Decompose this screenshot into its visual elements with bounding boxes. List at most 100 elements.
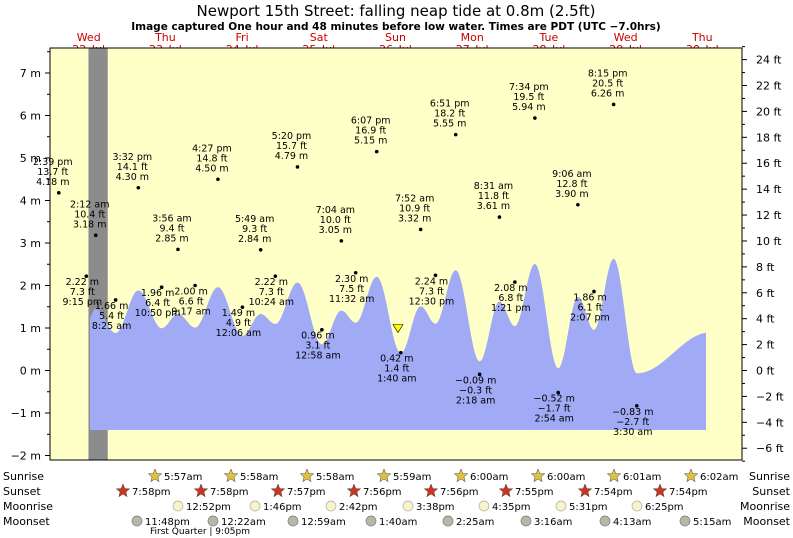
tide-event-point — [84, 274, 89, 278]
tide-label-time: 10:50 pm — [135, 308, 181, 319]
moonrise-time: 2:42pm — [339, 502, 378, 513]
tide-label-ft: 10.4 ft — [74, 209, 105, 220]
tide-event-point — [374, 149, 379, 154]
y-left-tick-label: 0 m — [20, 365, 41, 378]
sunrise-time: 6:00am — [470, 472, 508, 483]
y-right-tick-label: 10 ft — [756, 235, 782, 248]
tide-label-ft: 5.4 ft — [99, 311, 124, 322]
tide-event-label: 0.42 m1.4 ft1:40 am — [377, 354, 416, 385]
row-label-left-sunrise: Sunrise — [3, 470, 44, 483]
astro-rows: Sunrise Sunrise Sunset Sunset Moonrise Moonri… — [3, 468, 791, 537]
tide-label-ft: 12.8 ft — [556, 179, 587, 190]
tide-label-mv: 3.32 m — [398, 213, 431, 224]
y-left-tick-label: 7 m — [20, 67, 41, 80]
tide-event-label: −0.83 m−2.7 ft3:30 am — [612, 407, 653, 438]
day-name: Tue — [539, 31, 559, 44]
sunrise-icon — [223, 468, 239, 483]
row-label-left-moonrise: Moonrise — [3, 500, 53, 513]
tide-label-time: 6:51 pm — [430, 99, 470, 110]
moonrise-time: 1:46pm — [263, 502, 302, 513]
day-name: Mon — [461, 31, 484, 44]
sunrise-icon — [530, 468, 546, 483]
moon-phase: First Quarter | 9:05pm — [150, 527, 250, 537]
tide-event-point — [113, 298, 118, 302]
tide-event-label: −0.52 m−1.7 ft2:54 am — [533, 394, 574, 425]
tide-label-time: 9:17 am — [171, 307, 210, 318]
tide-label-mv: 4.79 m — [275, 151, 308, 162]
moonrise-icon — [402, 500, 414, 512]
tide-event-point — [398, 350, 403, 355]
tide-event-point — [533, 116, 537, 120]
row-label-left-moonset: Moonset — [3, 515, 50, 528]
moonset-icon — [520, 515, 532, 527]
tide-label-mv: 5.55 m — [433, 119, 466, 130]
tide-label-ft: 15.7 ft — [276, 141, 307, 152]
moonset-time: 3:16am — [534, 517, 572, 528]
tide-event-point — [273, 274, 278, 278]
tide-label-time: 4:27 pm — [192, 143, 232, 154]
moonset-time: 12:59am — [301, 517, 346, 528]
tide-label-ft: 6.6 ft — [179, 297, 204, 308]
sunrise-time: 5:59am — [393, 472, 431, 483]
tide-label-ft: 7.3 ft — [419, 286, 444, 297]
row-label-left-sunset: Sunset — [3, 485, 41, 498]
moonset-icon — [442, 515, 454, 527]
tide-label-ft: 3.1 ft — [305, 341, 330, 352]
moonset-time: 4:13am — [613, 517, 651, 528]
y-right-tick-label: −2 ft — [756, 390, 784, 403]
tide-label-mv: 2.22 m — [255, 277, 288, 288]
sunset-time: 7:57pm — [287, 487, 326, 498]
tide-label-mv: 2.84 m — [238, 234, 271, 245]
day-name: Thu — [691, 31, 713, 44]
tide-label-time: 10:24 am — [249, 297, 294, 308]
tide-label-time: 12:06 am — [216, 328, 261, 339]
tide-label-ft: 7.3 ft — [70, 287, 95, 298]
tide-label-mv: 1.96 m — [141, 288, 174, 299]
chart-title: Newport 15th Street: falling neap tide a… — [197, 2, 596, 20]
tide-label-ft: −2.7 ft — [616, 417, 649, 428]
sunset-icon — [577, 483, 593, 498]
tide-label-ft: 9.3 ft — [242, 224, 267, 235]
tide-label-time: 3:32 pm — [113, 152, 153, 163]
tide-label-time: 3:30 am — [613, 427, 652, 438]
tide-label-mv: −0.52 m — [533, 394, 574, 405]
moonrise-icon — [325, 500, 337, 512]
y-right-tick-label: 6 ft — [756, 287, 775, 300]
tide-label-ft: 7.3 ft — [259, 287, 284, 298]
y-right-tick-label: 12 ft — [756, 209, 782, 222]
y-left-tick-label: 3 m — [20, 237, 41, 250]
tide-label-mv: −0.09 m — [455, 375, 496, 386]
tide-event-point — [353, 270, 358, 275]
water-area — [90, 258, 706, 430]
tide-event-point — [556, 390, 560, 395]
current-level-marker — [392, 324, 404, 334]
tide-label-time: 6:07 pm — [351, 116, 391, 127]
tide-event-point — [453, 132, 458, 137]
day-name: Sat — [310, 31, 329, 44]
tide-label-mv: 0.96 m — [301, 331, 334, 342]
tide-event-label: −0.09 m−0.3 ft2:18 am — [455, 375, 496, 406]
tide-label-ft: 6.8 ft — [498, 293, 523, 304]
moonset-icon — [131, 515, 143, 527]
tide-label-ft: 10.9 ft — [399, 203, 430, 214]
tide-label-mv: 5.94 m — [512, 102, 545, 113]
tide-label-ft: 18.2 ft — [434, 109, 465, 120]
sunset-icon — [652, 483, 668, 498]
tide-label-mv: 2.85 m — [155, 233, 188, 244]
tide-event-point — [418, 227, 423, 232]
moonrise-time: 4:35pm — [492, 502, 531, 513]
row-label-right-moonrise: Moonrise — [740, 500, 790, 513]
moonset-time: 5:15am — [693, 517, 731, 528]
tide-label-ft: 7.5 ft — [339, 284, 364, 295]
moonrise-icon — [478, 500, 490, 512]
tide-event-point — [611, 102, 616, 107]
tide-label-ft: 1.4 ft — [384, 364, 409, 375]
tide-label-mv: 2.30 m — [335, 274, 368, 285]
y-left-tick-label: 6 m — [20, 110, 41, 123]
tide-event-point — [433, 273, 438, 278]
